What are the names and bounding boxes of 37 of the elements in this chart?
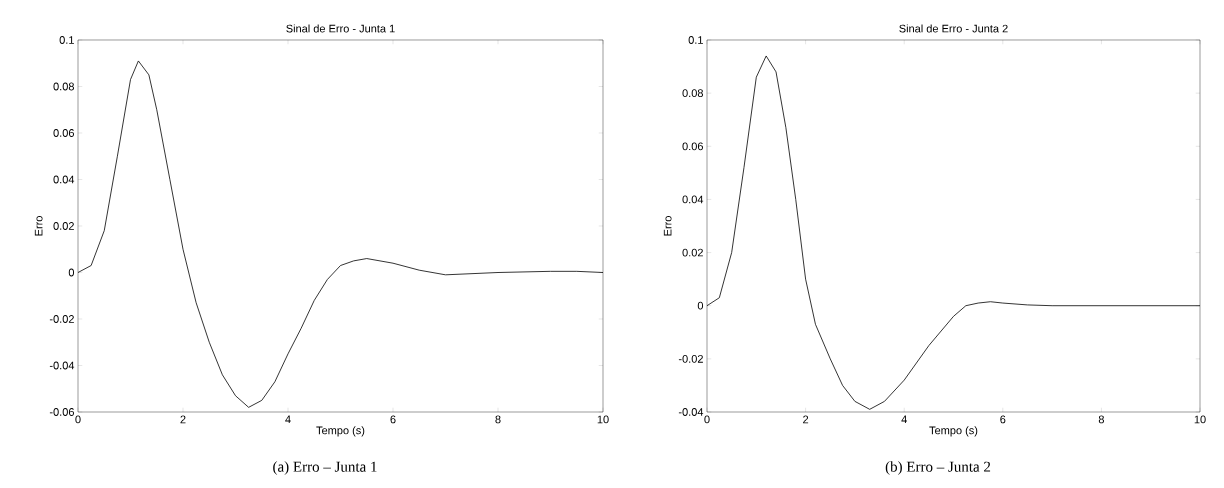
y-tick-label: 0.04 <box>682 195 704 204</box>
x-tick-label: 6 <box>390 415 396 424</box>
y-tick-label: -0.04 <box>678 408 704 416</box>
x-tick-label: 2 <box>180 415 186 424</box>
y-tick-label: 0.04 <box>53 175 75 184</box>
y-tick-label: -0.02 <box>49 315 74 323</box>
y-tick-label: 0.02 <box>53 222 74 230</box>
y-tick-label: 0 <box>68 268 75 277</box>
y-tick-label: -0.06 <box>49 408 74 416</box>
y-tick-label: 0.06 <box>53 129 74 137</box>
x-tick-label: 4 <box>901 415 907 424</box>
x-tick-label: 2 <box>803 415 809 424</box>
y-tick-label: 0.1 <box>59 36 74 44</box>
x-tick-label: 0 <box>704 415 710 424</box>
x-axis-title: Tempo (s) <box>929 426 978 437</box>
x-tick-label: 8 <box>1098 415 1104 424</box>
y-tick-label: 0.08 <box>53 82 74 91</box>
x-tick-label: 10 <box>597 415 609 424</box>
y-tick-label: 0.1 <box>688 36 703 44</box>
chart-title: Sinal de Erro - Junta 1 <box>286 24 395 33</box>
y-axis-title: Erro <box>34 216 43 236</box>
text: (b) Erro – Junta 2 <box>885 461 991 475</box>
x-tick-label: 8 <box>495 415 501 424</box>
y-tick-label: 0.06 <box>682 142 703 151</box>
x-axis-title: Tempo (s) <box>316 426 365 437</box>
y-tick-label: 0.02 <box>682 248 703 257</box>
y-tick-label: -0.04 <box>49 361 75 370</box>
y-tick-label: 0.08 <box>682 89 703 98</box>
x-tick-label: 4 <box>285 415 291 424</box>
x-tick-label: 10 <box>1194 415 1206 424</box>
text: (a) Erro – Junta 1 <box>273 461 377 475</box>
y-tick-label: -0.02 <box>678 354 703 363</box>
chart-title: Sinal de Erro - Junta 2 <box>899 24 1008 33</box>
y-axis-title: Erro <box>663 216 672 236</box>
x-tick-label: 0 <box>75 415 81 424</box>
y-tick-label: 0 <box>697 301 704 310</box>
x-tick-label: 6 <box>1000 415 1006 424</box>
